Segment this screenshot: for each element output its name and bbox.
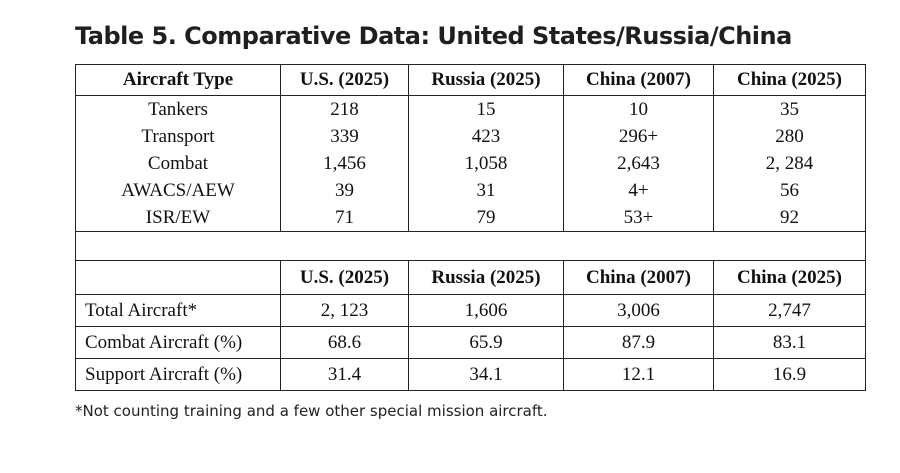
- row-label: Support Aircraft (%): [75, 358, 281, 391]
- table-cell: 39: [280, 177, 409, 204]
- table-cell: 34.1: [408, 358, 564, 391]
- table-cell: 1,058: [408, 150, 564, 177]
- table-cell: 339: [280, 123, 409, 150]
- table-cell: 2, 284: [713, 150, 866, 177]
- table-cell: 280: [713, 123, 866, 150]
- header-cell: Russia (2025): [408, 260, 564, 295]
- table-cell: 56: [713, 177, 866, 204]
- table-cell: 2, 123: [280, 294, 409, 327]
- table-cell: 31: [408, 177, 564, 204]
- table-cell: 1,606: [408, 294, 564, 327]
- spacer-cell: [75, 231, 866, 261]
- table-cell: 31.4: [280, 358, 409, 391]
- table-cell: 92: [713, 204, 866, 232]
- header-cell: U.S. (2025): [280, 260, 409, 295]
- table-cell: 10: [563, 95, 714, 123]
- table-cell: 2,747: [713, 294, 866, 327]
- table-cell: 296+: [563, 123, 714, 150]
- table-row: Total Aircraft* 2, 123 1,606 3,006 2,747: [75, 294, 866, 327]
- table-row: Combat Aircraft (%) 68.6 65.9 87.9 83.1: [75, 326, 866, 359]
- table-title: Table 5. Comparative Data: United States…: [75, 22, 792, 50]
- header-cell: Aircraft Type: [75, 64, 281, 96]
- table-cell: 2,643: [563, 150, 714, 177]
- table-cell: 83.1: [713, 326, 866, 359]
- header-cell-empty: [75, 260, 281, 295]
- table-cell: 16.9: [713, 358, 866, 391]
- table-cell: 79: [408, 204, 564, 232]
- row-label: AWACS/AEW: [75, 177, 281, 204]
- table-cell: 87.9: [563, 326, 714, 359]
- footnote: *Not counting training and a few other s…: [75, 402, 548, 420]
- row-label: Transport: [75, 123, 281, 150]
- table-cell: 53+: [563, 204, 714, 232]
- table-cell: 71: [280, 204, 409, 232]
- row-label: ISR/EW: [75, 204, 281, 232]
- row-label: Combat Aircraft (%): [75, 326, 281, 359]
- table-row: Tankers 218 15 10 35: [75, 95, 866, 123]
- header-cell: China (2007): [563, 260, 714, 295]
- table-cell: 3,006: [563, 294, 714, 327]
- table-cell: 1,456: [280, 150, 409, 177]
- table-cell: 65.9: [408, 326, 564, 359]
- top-header-row: Aircraft Type U.S. (2025) Russia (2025) …: [75, 64, 866, 96]
- table-row: AWACS/AEW 39 31 4+ 56: [75, 177, 866, 204]
- spacer-row: [75, 231, 866, 261]
- table-cell: 35: [713, 95, 866, 123]
- row-label: Total Aircraft*: [75, 294, 281, 327]
- table-row: ISR/EW 71 79 53+ 92: [75, 204, 866, 232]
- table-row: Combat 1,456 1,058 2,643 2, 284: [75, 150, 866, 177]
- table-cell: 68.6: [280, 326, 409, 359]
- row-label: Combat: [75, 150, 281, 177]
- table-cell: 4+: [563, 177, 714, 204]
- header-cell: China (2025): [713, 260, 866, 295]
- comparative-data-table: Aircraft Type U.S. (2025) Russia (2025) …: [75, 64, 866, 391]
- table-row: Support Aircraft (%) 31.4 34.1 12.1 16.9: [75, 358, 866, 391]
- table-cell: 218: [280, 95, 409, 123]
- bottom-header-row: U.S. (2025) Russia (2025) China (2007) C…: [75, 260, 866, 295]
- table-cell: 423: [408, 123, 564, 150]
- table-cell: 15: [408, 95, 564, 123]
- header-cell: China (2007): [563, 64, 714, 96]
- row-label: Tankers: [75, 95, 281, 123]
- header-cell: U.S. (2025): [280, 64, 409, 96]
- table-row: Transport 339 423 296+ 280: [75, 123, 866, 150]
- table-cell: 12.1: [563, 358, 714, 391]
- header-cell: Russia (2025): [408, 64, 564, 96]
- comparative-data-table-container: Aircraft Type U.S. (2025) Russia (2025) …: [75, 64, 866, 391]
- header-cell: China (2025): [713, 64, 866, 96]
